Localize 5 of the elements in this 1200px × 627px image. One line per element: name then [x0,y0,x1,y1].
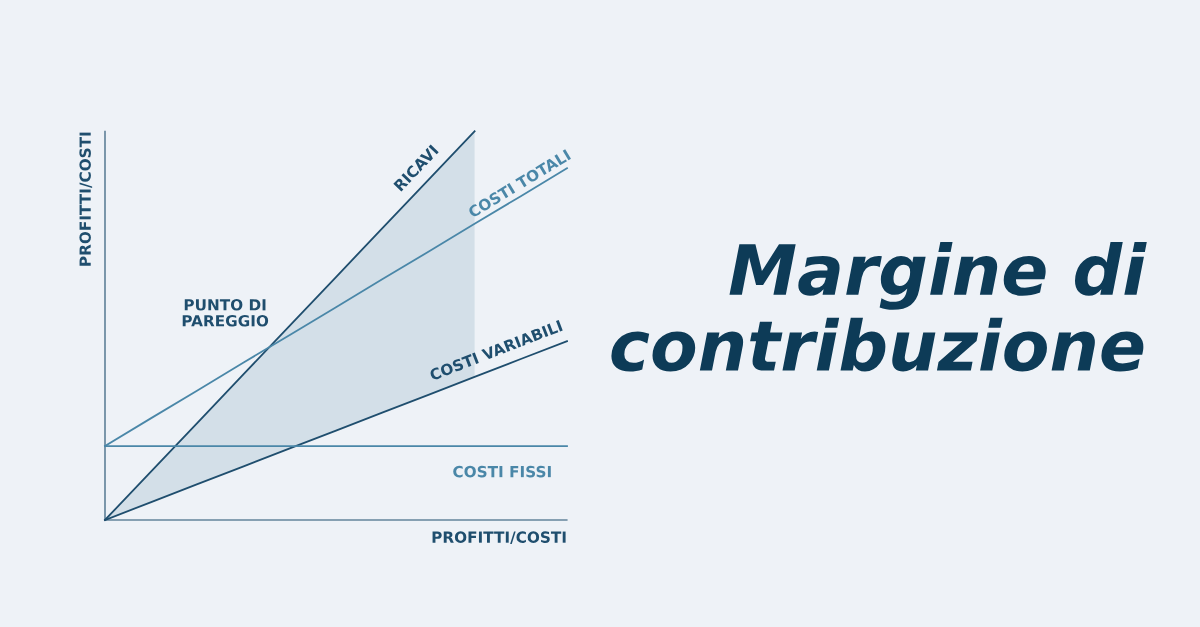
y-axis-title: PROFITTI/COSTI [79,132,93,266]
series-label: COSTI FISSI [453,465,551,478]
text: Margine di contribuzione [611,242,1147,372]
x-axis-title: PROFITTI/COSTI [432,531,566,545]
annotation: PUNTO DI PAREGGIO [182,299,269,327]
